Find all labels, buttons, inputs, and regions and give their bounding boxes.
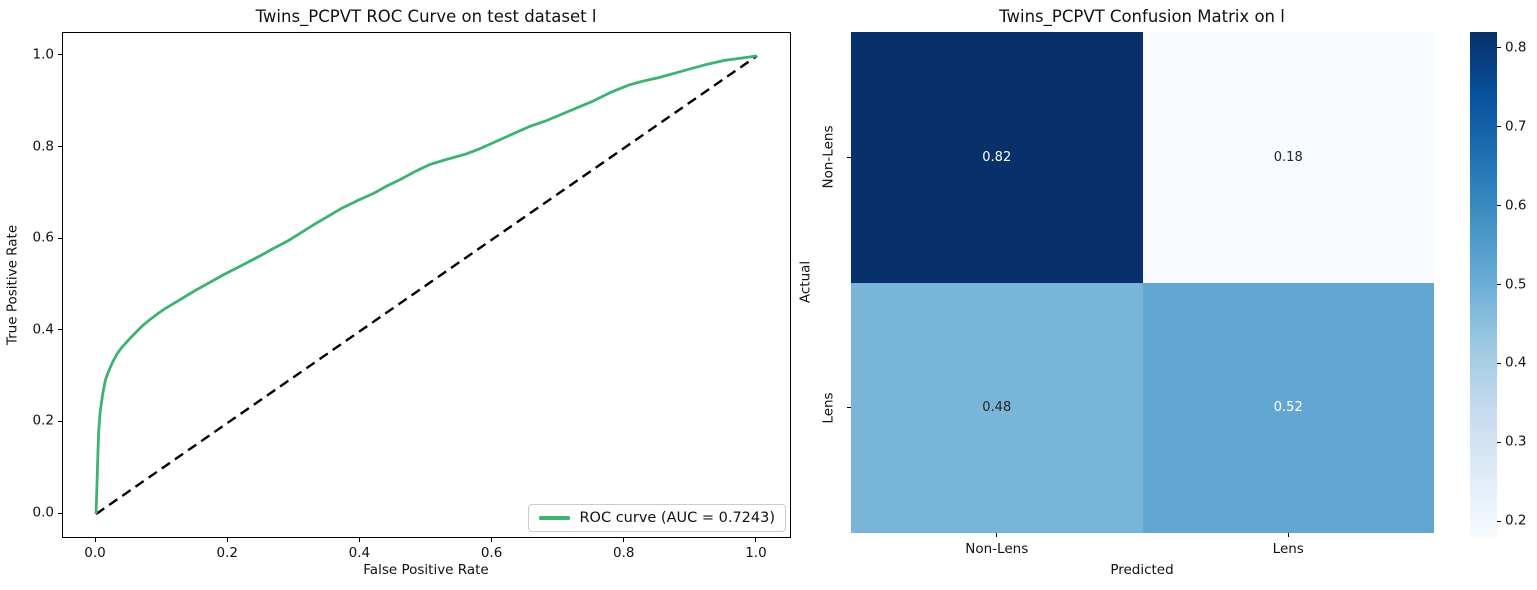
colorbar-tick-mark xyxy=(1497,47,1501,49)
cm-cell-value: 0.18 xyxy=(1273,149,1303,165)
roc-curve-line xyxy=(94,54,758,515)
roc-ylabel: True Positive Rate xyxy=(4,224,21,346)
x-tick-label: 0.6 xyxy=(480,545,503,561)
cm-x-tick-mark xyxy=(1287,533,1289,537)
colorbar-tick-label: 0.5 xyxy=(1505,275,1527,292)
cm-cell: 0.82 xyxy=(851,32,1143,283)
cm-y-tick-label: Lens xyxy=(820,392,837,424)
x-tick-mark xyxy=(358,538,360,542)
y-tick-mark xyxy=(58,512,62,514)
y-tick-label: 0.4 xyxy=(32,321,54,338)
y-tick-label: 0.6 xyxy=(32,229,54,246)
colorbar-tick-mark xyxy=(1497,284,1501,285)
colorbar-tick-mark xyxy=(1497,205,1501,207)
cm-cell: 0.18 xyxy=(1142,32,1434,283)
cm-cell-value: 0.52 xyxy=(1273,400,1303,416)
confusion-matrix-heatmap: 0.82 0.18 0.48 0.52 xyxy=(851,32,1434,533)
colorbar-tick-mark xyxy=(1497,362,1501,364)
colorbar-tick-mark xyxy=(1497,126,1501,128)
cm-x-tick-label: Non-Lens xyxy=(965,541,1029,557)
cm-cell-value: 0.48 xyxy=(982,400,1012,416)
y-tick-mark xyxy=(58,237,62,239)
y-tick-label: 1.0 xyxy=(32,46,54,63)
x-tick-label: 0.2 xyxy=(216,545,238,561)
colorbar-tick-label: 0.7 xyxy=(1505,117,1527,134)
x-tick-mark xyxy=(755,538,757,542)
roc-legend-label: ROC curve (AUC = 0.7243) xyxy=(579,510,775,526)
y-tick-label: 0.2 xyxy=(32,412,54,429)
colorbar-tick-mark xyxy=(1497,520,1501,522)
cm-cell-value: 0.82 xyxy=(982,149,1012,165)
x-tick-label: 0.4 xyxy=(348,545,371,561)
x-tick-mark xyxy=(226,538,228,542)
cm-xlabel: Predicted xyxy=(1110,562,1174,578)
roc-axes: ROC curve (AUC = 0.7243) xyxy=(62,32,791,538)
x-tick-label: 0.0 xyxy=(84,545,106,561)
x-tick-mark xyxy=(491,538,493,542)
roc-xlabel: False Positive Rate xyxy=(363,562,489,578)
roc-curve-svg xyxy=(94,54,758,516)
colorbar-tick-label: 0.6 xyxy=(1505,196,1527,213)
y-tick-mark xyxy=(58,54,62,56)
cm-x-tick-mark xyxy=(996,533,998,537)
cm-cell: 0.52 xyxy=(1142,282,1434,533)
roc-legend-line-sample xyxy=(539,516,571,520)
x-tick-label: 0.8 xyxy=(613,545,635,561)
colorbar-tick-mark xyxy=(1497,441,1501,443)
colorbar-tick-label: 0.3 xyxy=(1505,433,1527,450)
colorbar-tick-label: 0.2 xyxy=(1505,512,1527,529)
cm-y-tick-mark xyxy=(847,156,851,158)
cm-y-tick-label: Non-Lens xyxy=(820,125,837,189)
y-tick-mark xyxy=(58,420,62,422)
chance-diagonal-line xyxy=(95,54,758,516)
colorbar xyxy=(1470,32,1497,537)
colorbar-tick-label: 0.4 xyxy=(1505,354,1527,371)
cm-cell: 0.48 xyxy=(851,282,1143,533)
y-tick-label: 0.8 xyxy=(32,137,54,154)
cm-title: Twins_PCPVT Confusion Matrix on l xyxy=(999,7,1285,26)
colorbar-tick-label: 0.8 xyxy=(1505,39,1527,56)
x-tick-mark xyxy=(94,538,96,542)
cm-x-tick-label: Lens xyxy=(1272,541,1304,557)
cm-ylabel: Actual xyxy=(797,260,814,304)
roc-title: Twins_PCPVT ROC Curve on test dataset l xyxy=(255,7,597,26)
y-tick-mark xyxy=(58,329,62,331)
roc-legend: ROC curve (AUC = 0.7243) xyxy=(528,504,786,532)
x-tick-label: 1.0 xyxy=(745,545,767,561)
y-tick-label: 0.0 xyxy=(32,504,54,521)
y-tick-mark xyxy=(58,146,62,148)
cm-y-tick-mark xyxy=(847,407,851,409)
x-tick-mark xyxy=(623,538,625,542)
